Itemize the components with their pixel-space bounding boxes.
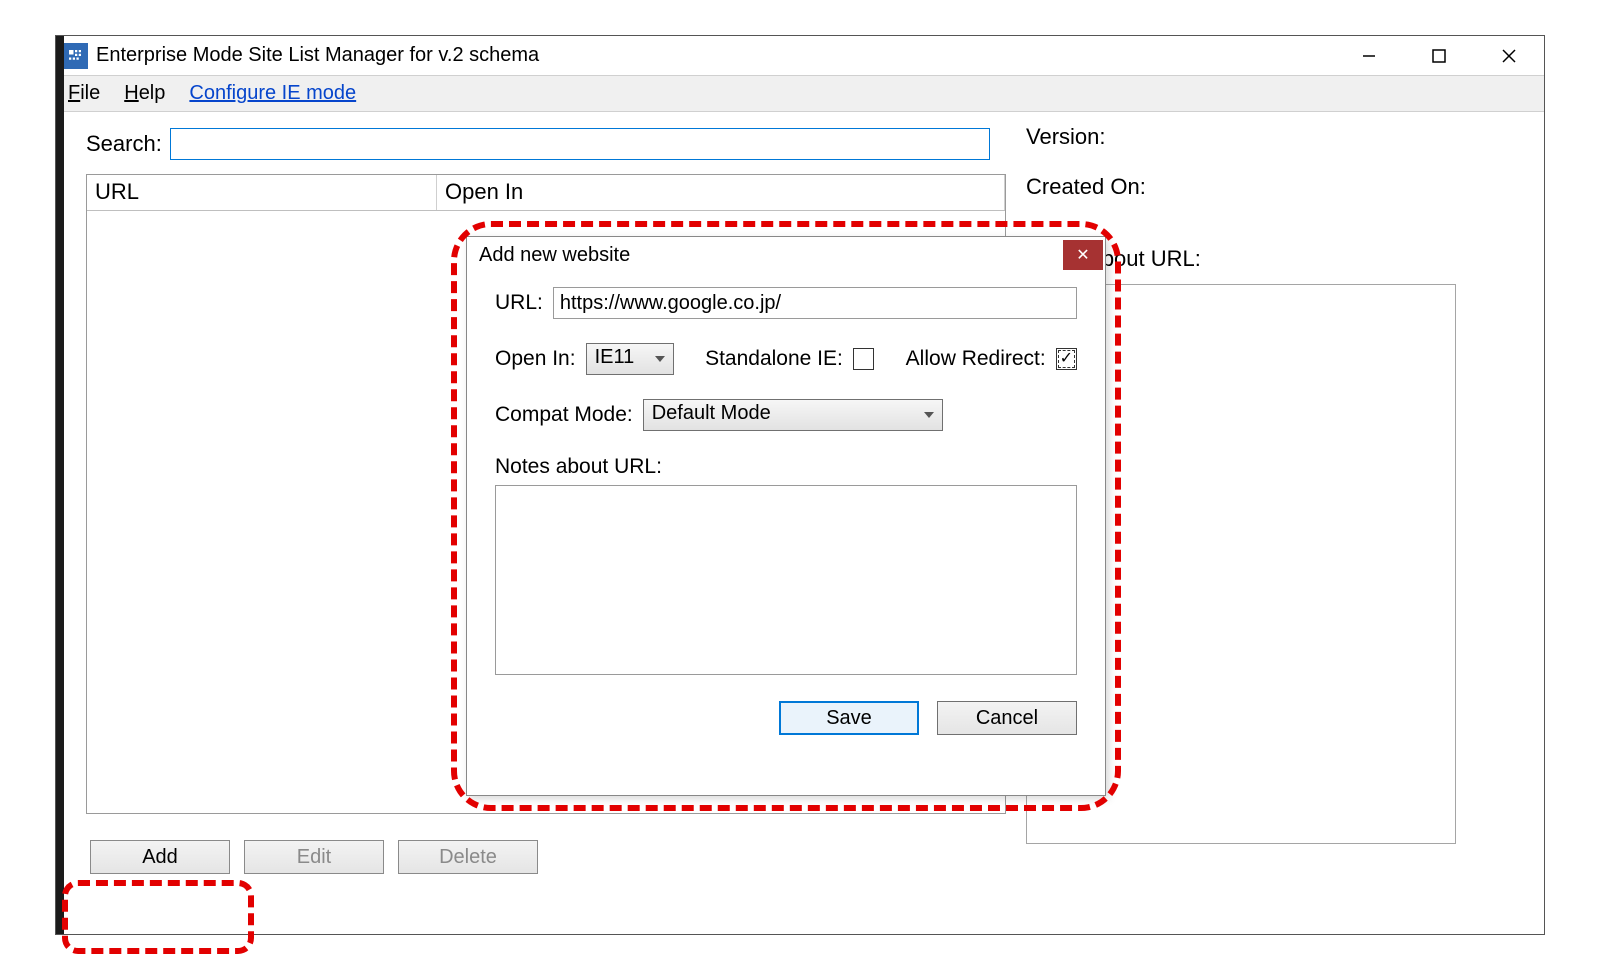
window-title: Enterprise Mode Site List Manager for v.… xyxy=(96,44,539,67)
search-input[interactable] xyxy=(170,128,990,160)
column-header-open-in[interactable]: Open In xyxy=(437,175,1005,210)
add-website-dialog: Add new website ✕ URL: Open In: IE11 Sta… xyxy=(466,236,1106,796)
titlebar: Enterprise Mode Site List Manager for v.… xyxy=(56,36,1544,76)
dialog-compat-select[interactable]: Default Mode xyxy=(643,399,943,431)
version-label: Version: xyxy=(1026,124,1496,150)
dialog-close-button[interactable]: ✕ xyxy=(1063,240,1103,270)
maximize-button[interactable] xyxy=(1404,36,1474,76)
minimize-button[interactable] xyxy=(1334,36,1404,76)
app-window: Enterprise Mode Site List Manager for v.… xyxy=(55,35,1545,935)
column-header-url[interactable]: URL xyxy=(87,175,437,210)
menu-configure-ie-mode[interactable]: Configure IE mode xyxy=(189,82,356,105)
close-button[interactable] xyxy=(1474,36,1544,76)
dialog-open-in-label: Open In: xyxy=(495,347,576,371)
dialog-standalone-label: Standalone IE: xyxy=(705,347,843,371)
dialog-standalone-checkbox[interactable] xyxy=(853,348,874,370)
dialog-url-label: URL: xyxy=(495,291,543,315)
menu-file[interactable]: File xyxy=(68,82,100,105)
footer-buttons: Add Edit Delete xyxy=(86,840,538,874)
edit-button: Edit xyxy=(244,840,384,874)
delete-button: Delete xyxy=(398,840,538,874)
dialog-title: Add new website xyxy=(479,244,630,267)
dialog-save-button[interactable]: Save xyxy=(779,701,919,735)
dialog-allow-redirect-label: Allow Redirect: xyxy=(906,347,1046,371)
dialog-allow-redirect-checkbox[interactable] xyxy=(1056,348,1077,370)
app-icon xyxy=(62,43,88,69)
dialog-notes-label: Notes about URL: xyxy=(495,455,1077,479)
menubar: File Help Configure IE mode xyxy=(56,76,1544,112)
add-button[interactable]: Add xyxy=(90,840,230,874)
search-label: Search: xyxy=(86,131,162,157)
dialog-url-input[interactable] xyxy=(553,287,1077,319)
dialog-compat-label: Compat Mode: xyxy=(495,403,633,427)
dialog-notes-textarea[interactable] xyxy=(495,485,1077,675)
dialog-cancel-button[interactable]: Cancel xyxy=(937,701,1077,735)
dialog-open-in-select[interactable]: IE11 xyxy=(586,343,674,375)
created-on-label: Created On: xyxy=(1026,174,1496,200)
menu-help[interactable]: Help xyxy=(124,82,165,105)
